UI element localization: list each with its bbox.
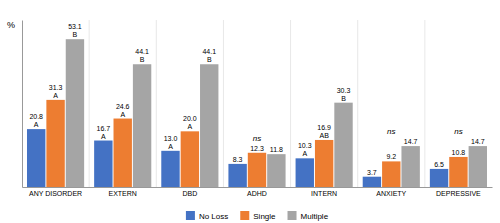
legend-label: No Loss <box>199 212 228 221</box>
data-label: 44.1 <box>202 48 216 55</box>
data-label: 20.0 <box>183 115 197 122</box>
x-tick: ANXIETY <box>376 187 406 197</box>
data-label: 13.0 <box>164 135 178 142</box>
annotation: A <box>188 123 193 130</box>
bar <box>248 153 266 187</box>
legend-item: No Loss <box>186 211 228 221</box>
data-label: 12.3 <box>250 145 264 152</box>
data-label: 31.3 <box>49 84 63 91</box>
x-axis-line <box>23 187 493 188</box>
bar <box>401 146 419 187</box>
bar <box>382 161 400 187</box>
annotation: A <box>53 92 58 99</box>
data-label: 11.8 <box>270 146 283 153</box>
x-tick: EXTERN <box>109 187 137 197</box>
y-axis <box>22 21 23 188</box>
bar <box>200 64 218 187</box>
data-label: 10.3 <box>298 142 312 149</box>
x-tick: ANY DISORDER <box>29 187 82 197</box>
bar <box>267 154 285 187</box>
annotation: A <box>168 143 173 150</box>
x-tick-label: DEPRESSIVE <box>436 190 481 197</box>
legend-item: Single <box>240 211 276 221</box>
data-label: 16.9 <box>317 124 331 131</box>
plot: ANY DISORDER EXTERN DBD ADHD INTERN ANXIETY DE… <box>7 20 493 197</box>
data-label: 6.5 <box>434 161 444 168</box>
separator <box>290 20 291 187</box>
data-label: 20.8 <box>29 113 43 120</box>
separator <box>424 20 425 187</box>
separator <box>156 20 157 187</box>
x-tick: ADHD <box>247 187 267 197</box>
data-label: 9.2 <box>386 153 396 160</box>
bar <box>363 177 381 187</box>
data-label: 14.7 <box>404 138 418 145</box>
bar <box>296 158 314 187</box>
labels: A20.8A31.3B53.1A16.7A24.6B44.1A13.0A20.0… <box>29 23 484 175</box>
data-label: 10.8 <box>452 149 466 156</box>
annotation: A <box>101 133 106 140</box>
bar <box>133 64 151 187</box>
data-label: 30.3 <box>337 87 351 94</box>
annotation: A <box>302 150 307 157</box>
x-tick: INTERN <box>311 187 337 197</box>
data-label: 53.1 <box>68 23 82 30</box>
legend-swatch <box>186 211 195 220</box>
x-tick-label: ADHD <box>247 190 267 197</box>
y-label: % <box>7 20 15 30</box>
annotation: B <box>341 95 346 102</box>
bar <box>27 129 45 187</box>
legend-label: Multiple <box>301 212 329 221</box>
data-label: 3.7 <box>367 169 377 176</box>
bar <box>430 169 448 187</box>
bar <box>161 151 179 187</box>
bar <box>114 119 132 187</box>
bar <box>315 140 333 187</box>
data-label: 44.1 <box>135 48 149 55</box>
annotation: ns <box>387 127 395 136</box>
y-axis-line <box>22 21 23 188</box>
legend-swatch <box>288 211 297 220</box>
annotation: ns <box>454 127 462 136</box>
separators <box>89 20 425 187</box>
bar <box>334 103 352 187</box>
bars <box>27 39 487 187</box>
legend-item: Multiple <box>288 211 329 221</box>
data-label: 24.6 <box>116 103 130 110</box>
data-label: 16.7 <box>97 125 111 132</box>
separator <box>223 20 224 187</box>
x-tick-label: DBD <box>182 190 197 197</box>
x-tick: DBD <box>182 187 197 197</box>
bar <box>228 164 246 187</box>
bar <box>469 146 487 187</box>
bar <box>46 100 64 187</box>
legend-swatch <box>240 211 249 220</box>
legend-label: Single <box>253 212 276 221</box>
x-tick: DEPRESSIVE <box>436 187 481 197</box>
separator <box>89 20 90 187</box>
x-tick-label: ANXIETY <box>376 190 406 197</box>
data-label: 8.3 <box>233 156 243 163</box>
x-tick-label: EXTERN <box>109 190 137 197</box>
bar <box>66 39 84 187</box>
chart: ANY DISORDER EXTERN DBD ADHD INTERN ANXIETY DE… <box>0 0 500 223</box>
x-tick-label: INTERN <box>311 190 337 197</box>
separator <box>357 20 358 187</box>
legend: No Loss Single Multiple <box>186 211 329 221</box>
annotation: B <box>207 56 212 63</box>
bar <box>181 131 199 187</box>
bar <box>94 141 112 187</box>
annotation: A <box>34 121 39 128</box>
bar <box>449 157 467 187</box>
annotation: ns <box>253 134 261 143</box>
annotation: B <box>73 31 78 38</box>
annotation: B <box>140 56 145 63</box>
x-tick-label: ANY DISORDER <box>29 190 82 197</box>
data-label: 14.7 <box>471 138 485 145</box>
annotation: AB <box>319 132 329 139</box>
x-axis: ANY DISORDER EXTERN DBD ADHD INTERN ANXIETY DE… <box>23 187 493 197</box>
annotation: A <box>120 111 125 118</box>
